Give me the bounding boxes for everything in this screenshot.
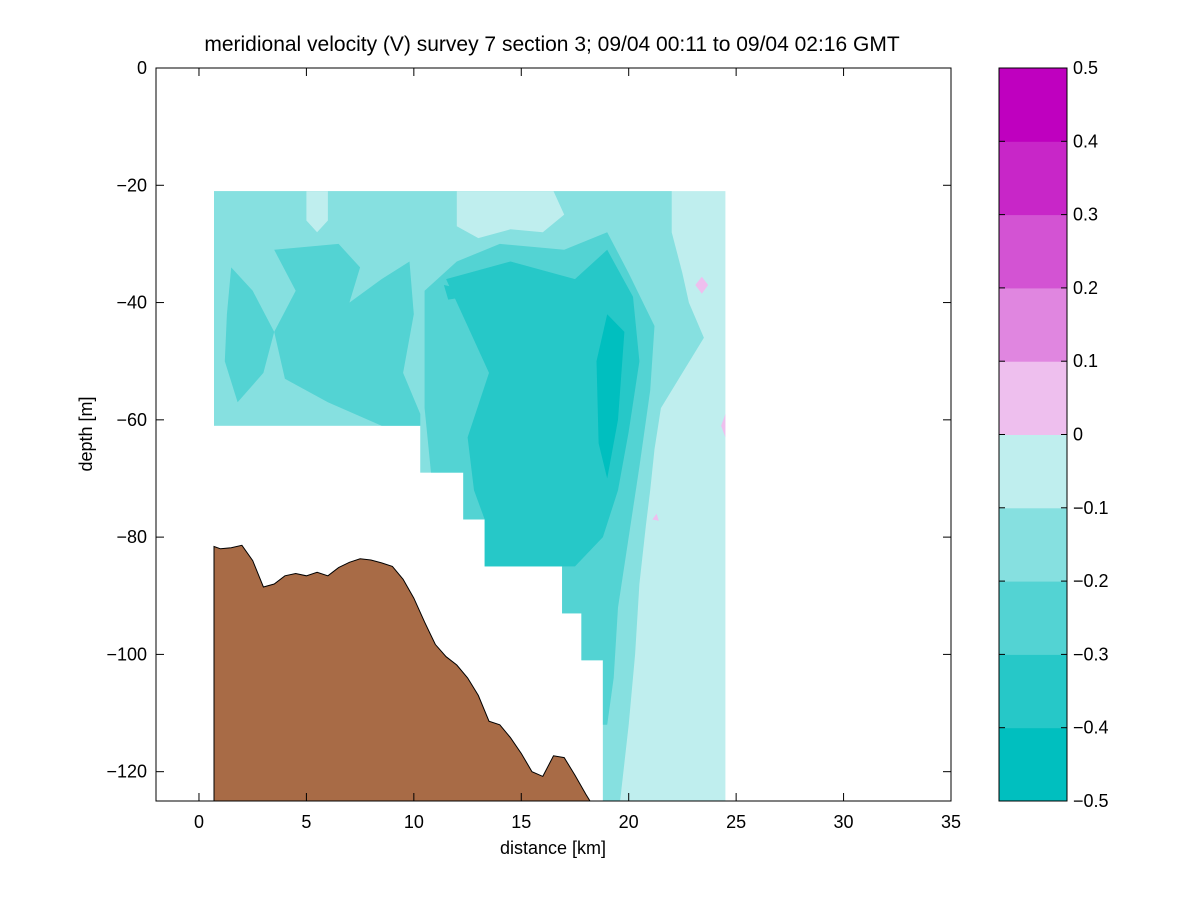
velocity-contour-layer	[214, 191, 726, 801]
colorbar-tick-label-9: −0.4	[1073, 718, 1109, 738]
x-axis-label: distance [km]	[500, 838, 606, 858]
contour-region-5	[274, 243, 421, 426]
contour-region-10	[695, 276, 709, 294]
x-tick-label-5: 5	[301, 812, 311, 832]
x-tick-label-0: 0	[194, 812, 204, 832]
contour-region-11	[652, 513, 659, 521]
colorbar-tick-label-2: 0.3	[1073, 205, 1098, 225]
colorbar-tick-label-6: −0.1	[1073, 498, 1109, 518]
y-axis-label: depth [m]	[76, 396, 96, 471]
contour-region-2	[456, 191, 565, 239]
colorbar-tick-label-0: 0.5	[1073, 58, 1098, 78]
contour-region-4	[224, 267, 275, 403]
colorbar-tick-label-10: −0.5	[1073, 791, 1109, 811]
colorbar-band-2	[999, 581, 1067, 655]
colorbar-tick-label-5: 0	[1073, 425, 1083, 445]
y-tick-label--20: −20	[116, 175, 147, 195]
colorbar-band-8	[999, 141, 1067, 216]
colorbar: 0.5 0.4 0.3 0.2 0.1 0 −0.1 −0.2 −0.3 −0.4 −0.5	[998, 58, 1109, 811]
contour-region-12	[721, 414, 726, 438]
contour-region-8	[596, 314, 625, 479]
contour-region-9	[443, 285, 485, 300]
colorbar-tick-label-8: −0.3	[1073, 644, 1109, 664]
contour-region-7	[446, 249, 640, 567]
colorbar-tick-label-3: 0.2	[1073, 278, 1098, 298]
x-axis-ticks: 0 5 10 15 20 25 30 35	[194, 68, 961, 832]
x-tick-label-35: 35	[941, 812, 961, 832]
colorbar-tick-label-4: 0.1	[1073, 351, 1098, 371]
x-tick-label-30: 30	[834, 812, 854, 832]
colorbar-band-6	[999, 287, 1067, 362]
colorbar-tick-label-1: 0.4	[1073, 131, 1098, 151]
plot-frame	[155, 67, 952, 802]
x-tick-label-15: 15	[511, 812, 531, 832]
y-tick-label--80: −80	[116, 527, 147, 547]
colorbar-tick-label-7: −0.2	[1073, 571, 1109, 591]
chart-title: meridional velocity (V) survey 7 section…	[204, 33, 899, 56]
y-tick-label--60: −60	[116, 410, 147, 430]
x-tick-label-25: 25	[726, 812, 746, 832]
y-axis-ticks: 0 −20 −40 −60 −80 −100 −120	[106, 58, 951, 782]
contour-region-3	[306, 191, 328, 233]
y-tick-label-0: 0	[137, 58, 147, 78]
colorbar-band-4	[999, 434, 1067, 509]
colorbar-band-5	[999, 361, 1067, 435]
bathymetry-seafloor	[213, 544, 591, 801]
y-tick-label--40: −40	[116, 293, 147, 313]
x-tick-label-10: 10	[404, 812, 424, 832]
y-tick-label--120: −120	[106, 762, 147, 782]
colorbar-band-9	[999, 68, 1067, 142]
colorbar-band-1	[999, 654, 1067, 729]
colorbar-band-7	[999, 214, 1067, 289]
x-tick-label-20: 20	[619, 812, 639, 832]
y-tick-label--100: −100	[106, 644, 147, 664]
plot-area	[213, 191, 726, 801]
colorbar-band-3	[999, 507, 1067, 582]
colorbar-band-0	[999, 727, 1067, 802]
